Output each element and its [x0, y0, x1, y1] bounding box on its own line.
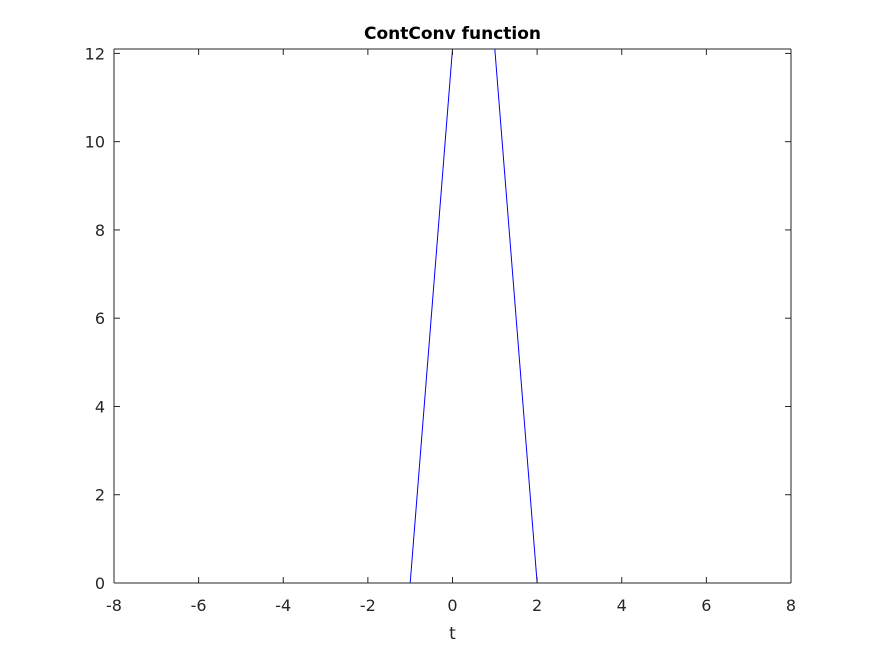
- plot-area: [114, 49, 791, 583]
- y-tick-label: 2: [95, 486, 105, 505]
- chart-title: ContConv function: [364, 24, 541, 44]
- x-tick-label: 6: [701, 596, 711, 615]
- x-tick-label: -2: [360, 596, 376, 615]
- x-tick-label: 2: [532, 596, 542, 615]
- y-tick-label: 0: [95, 574, 105, 593]
- y-tick-label: 4: [95, 397, 105, 416]
- y-tick-label: 6: [95, 309, 105, 328]
- x-tick-label: 8: [786, 596, 796, 615]
- x-tick-label: -4: [275, 596, 291, 615]
- x-tick-label: -6: [191, 596, 207, 615]
- axes-layer: -8 -6 -4 -2 0 2 4 6 8 0 2 4 6 8 10 12: [85, 44, 796, 615]
- y-tick-label: 12: [85, 44, 105, 63]
- x-axis-label: t: [449, 624, 456, 644]
- y-tick-label: 10: [85, 133, 105, 152]
- x-tick-label: -8: [106, 596, 122, 615]
- y-tick-label: 8: [95, 221, 105, 240]
- x-tick-label: 4: [617, 596, 627, 615]
- x-tick-label: 0: [447, 596, 457, 615]
